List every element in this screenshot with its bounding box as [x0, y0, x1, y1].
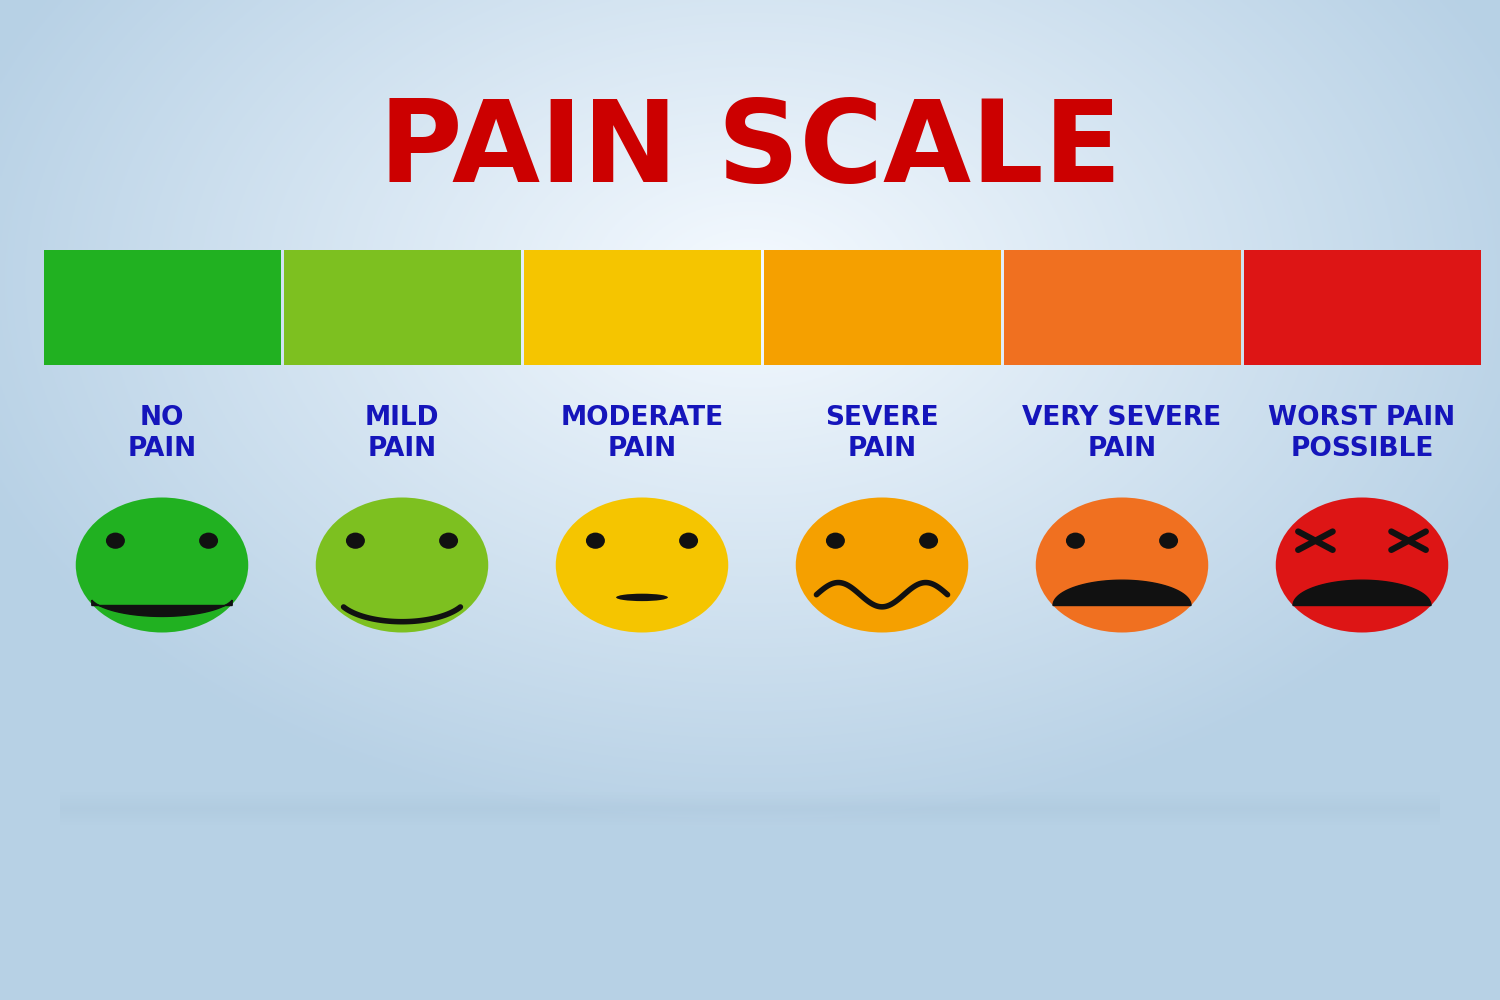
- Text: WORST PAIN
POSSIBLE: WORST PAIN POSSIBLE: [1269, 405, 1455, 462]
- Text: VERY SEVERE
PAIN: VERY SEVERE PAIN: [1023, 405, 1221, 462]
- FancyBboxPatch shape: [1004, 250, 1240, 365]
- Ellipse shape: [920, 533, 938, 549]
- Ellipse shape: [795, 497, 969, 633]
- FancyBboxPatch shape: [764, 250, 1000, 365]
- Text: MODERATE
PAIN: MODERATE PAIN: [561, 405, 723, 462]
- Ellipse shape: [75, 497, 249, 633]
- Ellipse shape: [346, 533, 364, 549]
- FancyBboxPatch shape: [44, 250, 280, 365]
- Ellipse shape: [1035, 497, 1209, 633]
- Ellipse shape: [616, 594, 668, 601]
- Polygon shape: [1293, 580, 1431, 605]
- FancyBboxPatch shape: [284, 250, 520, 365]
- Ellipse shape: [555, 497, 729, 633]
- Polygon shape: [92, 600, 232, 616]
- Ellipse shape: [200, 533, 217, 549]
- FancyBboxPatch shape: [524, 250, 760, 365]
- Ellipse shape: [315, 497, 489, 633]
- Text: NO
PAIN: NO PAIN: [128, 405, 196, 462]
- Ellipse shape: [680, 533, 698, 549]
- Text: MILD
PAIN: MILD PAIN: [364, 405, 440, 462]
- Text: SEVERE
PAIN: SEVERE PAIN: [825, 405, 939, 462]
- Ellipse shape: [586, 533, 604, 549]
- Polygon shape: [1053, 580, 1191, 605]
- Text: PAIN SCALE: PAIN SCALE: [378, 95, 1122, 206]
- FancyBboxPatch shape: [1244, 250, 1480, 365]
- Ellipse shape: [106, 533, 124, 549]
- Ellipse shape: [1275, 497, 1448, 633]
- Ellipse shape: [1066, 533, 1084, 549]
- Ellipse shape: [827, 533, 844, 549]
- Ellipse shape: [1160, 533, 1178, 549]
- Ellipse shape: [440, 533, 458, 549]
